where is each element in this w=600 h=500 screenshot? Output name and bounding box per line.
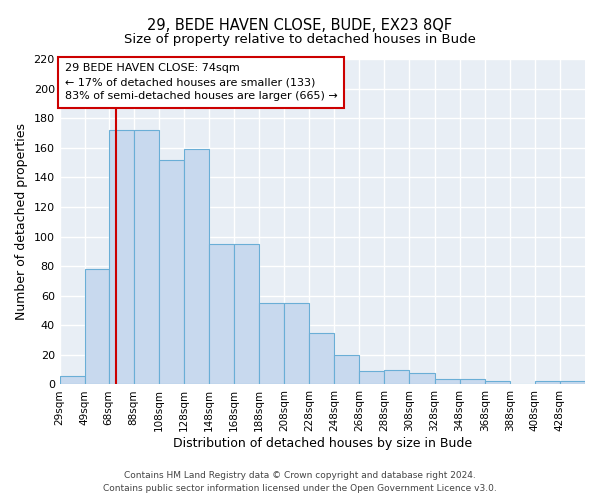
Y-axis label: Number of detached properties: Number of detached properties xyxy=(15,123,28,320)
Bar xyxy=(485,382,510,384)
X-axis label: Distribution of detached houses by size in Bude: Distribution of detached houses by size … xyxy=(173,437,472,450)
Bar xyxy=(109,130,134,384)
Text: Contains HM Land Registry data © Crown copyright and database right 2024.
Contai: Contains HM Land Registry data © Crown c… xyxy=(103,472,497,493)
Bar xyxy=(59,376,85,384)
Bar xyxy=(284,303,309,384)
Bar xyxy=(359,371,385,384)
Bar xyxy=(434,378,460,384)
Bar xyxy=(560,382,585,384)
Bar xyxy=(259,303,284,384)
Bar xyxy=(159,160,184,384)
Bar xyxy=(134,130,159,384)
Bar xyxy=(334,355,359,384)
Bar xyxy=(234,244,259,384)
Bar xyxy=(460,378,485,384)
Bar xyxy=(385,370,409,384)
Text: 29 BEDE HAVEN CLOSE: 74sqm
← 17% of detached houses are smaller (133)
83% of sem: 29 BEDE HAVEN CLOSE: 74sqm ← 17% of deta… xyxy=(65,64,337,102)
Bar xyxy=(409,372,434,384)
Bar xyxy=(184,149,209,384)
Bar xyxy=(85,269,109,384)
Bar xyxy=(209,244,234,384)
Bar xyxy=(309,332,334,384)
Text: Size of property relative to detached houses in Bude: Size of property relative to detached ho… xyxy=(124,32,476,46)
Text: 29, BEDE HAVEN CLOSE, BUDE, EX23 8QF: 29, BEDE HAVEN CLOSE, BUDE, EX23 8QF xyxy=(148,18,452,32)
Bar xyxy=(535,382,560,384)
